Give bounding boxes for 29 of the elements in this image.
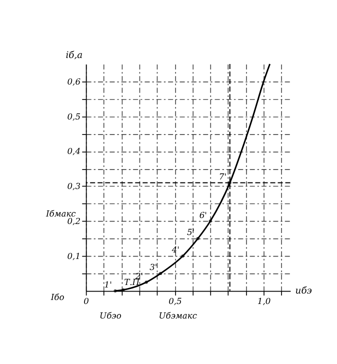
annotation: 3'	[150, 262, 158, 272]
y-tick-label: 0,5	[67, 111, 80, 122]
x-tick-label: 0,5	[168, 296, 182, 306]
point	[228, 181, 232, 184]
point	[144, 280, 148, 284]
annotation: 4'	[170, 244, 180, 255]
x-tick-label: 1,0	[257, 296, 272, 306]
text: Uбэмакс	[158, 310, 198, 320]
point	[181, 254, 184, 258]
annotation: 6'	[199, 210, 207, 220]
point	[158, 272, 162, 276]
point	[114, 289, 117, 292]
y-tick-label: 0,3	[67, 181, 80, 192]
annotation: 7'	[218, 171, 227, 182]
text: Uбэо	[100, 310, 122, 320]
text: Iбо	[50, 292, 64, 302]
annotation: 5'	[186, 227, 195, 238]
y-tick-label: 0,4	[67, 146, 80, 156]
y-tick-label: 0,2	[67, 216, 80, 226]
text: Iбмакс	[44, 208, 76, 218]
y-tick-label: 0,1	[67, 250, 80, 261]
point	[208, 220, 212, 223]
y-tick-label: 0,6	[67, 76, 82, 86]
annotation: 1'	[104, 280, 112, 290]
point	[122, 288, 125, 292]
x-tick-label: 0	[84, 296, 90, 306]
point	[196, 237, 200, 240]
x-axis-title: uбэ	[295, 285, 312, 296]
y-axis-title: iб,a	[66, 50, 83, 62]
